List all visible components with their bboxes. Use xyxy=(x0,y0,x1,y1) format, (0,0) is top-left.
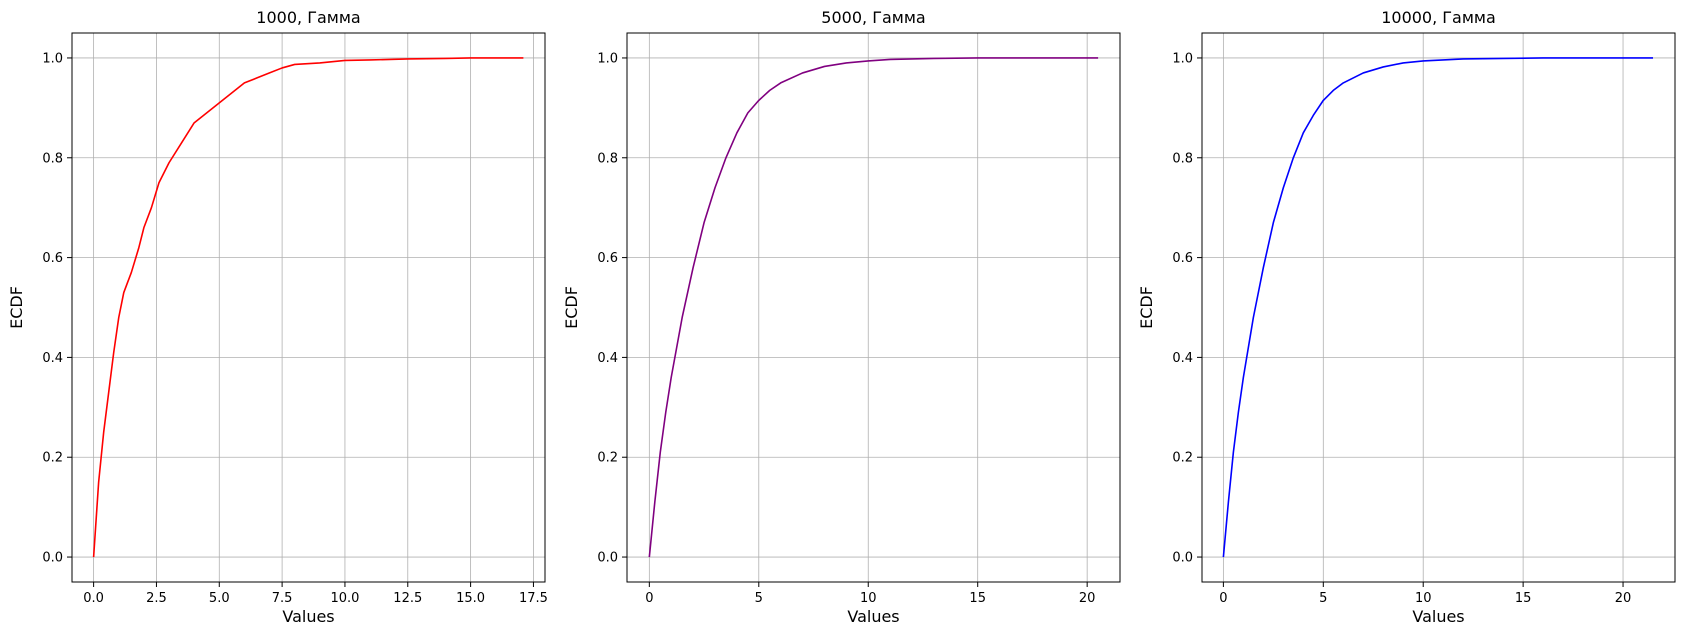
x-tick-label: 5 xyxy=(755,591,763,606)
y-tick-label: 0.0 xyxy=(1172,551,1193,566)
axes-frame xyxy=(626,32,1121,583)
x-tick-label: 0 xyxy=(1219,591,1227,606)
ecdf-line-3 xyxy=(1222,57,1654,558)
chart-panel-2: 0 5 10 15 20 0.0 0.2 0.4 0.6 0.8 1.0 5000, Гамма Val… xyxy=(562,8,1121,626)
ecdf-line-1 xyxy=(92,57,524,558)
x-tick-label: 10 xyxy=(860,591,877,606)
y-axis-label: ECDF xyxy=(7,286,26,329)
y-tick-label: 0.6 xyxy=(1172,251,1193,266)
y-tick-label: 0.0 xyxy=(597,551,618,566)
y-axis-label: ECDF xyxy=(562,286,581,329)
chart-title: 1000, Гамма xyxy=(256,8,360,27)
x-tick-label: 5.0 xyxy=(209,591,230,606)
axes-frame xyxy=(1201,32,1676,583)
chart-title: 10000, Гамма xyxy=(1381,8,1496,27)
y-tick-label: 1.0 xyxy=(597,51,618,66)
x-tick-label: 15.0 xyxy=(456,591,485,606)
x-axis-label: Values xyxy=(1412,607,1464,626)
x-tick-label: 0 xyxy=(645,591,653,606)
x-axis-label: Values xyxy=(847,607,899,626)
y-tick-label: 0.8 xyxy=(597,151,618,166)
chart-panel-1: 0.0 2.5 5.0 7.5 10.0 12.5 15.0 17.5 0.0 0.2 0.4 0.6… xyxy=(7,8,548,626)
y-tick-label: 0.8 xyxy=(42,151,63,166)
x-tick-label: 15 xyxy=(969,591,986,606)
x-tick-label: 10 xyxy=(1415,591,1432,606)
x-tick-label: 15 xyxy=(1515,591,1532,606)
x-tick-label: 7.5 xyxy=(272,591,293,606)
chart-title: 5000, Гамма xyxy=(821,8,925,27)
x-tick-label: 5 xyxy=(1319,591,1327,606)
y-tick-label: 0.4 xyxy=(1172,351,1193,366)
y-tick-label: 0.2 xyxy=(597,451,618,466)
ecdf-line-2 xyxy=(648,57,1099,558)
y-axis-label: ECDF xyxy=(1137,286,1156,329)
x-tick-label: 17.5 xyxy=(519,591,548,606)
x-tick-label: 20 xyxy=(1615,591,1632,606)
y-tick-label: 0.4 xyxy=(42,351,63,366)
x-axis-label: Values xyxy=(282,607,334,626)
y-tick-label: 0.2 xyxy=(42,451,63,466)
chart-panel-3: 0 5 10 15 20 0.0 0.2 0.4 0.6 0.8 1.0 10000, Гамма Va… xyxy=(1137,8,1676,626)
x-tick-label: 20 xyxy=(1079,591,1096,606)
y-tick-label: 1.0 xyxy=(42,51,63,66)
x-tick-label: 0.0 xyxy=(83,591,104,606)
y-tick-label: 1.0 xyxy=(1172,51,1193,66)
x-tick-label: 12.5 xyxy=(393,591,422,606)
x-tick-label: 2.5 xyxy=(146,591,167,606)
y-tick-label: 0.6 xyxy=(597,251,618,266)
y-tick-label: 0.4 xyxy=(597,351,618,366)
axes-frame xyxy=(71,32,546,583)
y-tick-label: 0.0 xyxy=(42,551,63,566)
y-tick-label: 0.2 xyxy=(1172,451,1193,466)
y-tick-label: 0.8 xyxy=(1172,151,1193,166)
x-tick-label: 10.0 xyxy=(330,591,359,606)
y-tick-label: 0.6 xyxy=(42,251,63,266)
